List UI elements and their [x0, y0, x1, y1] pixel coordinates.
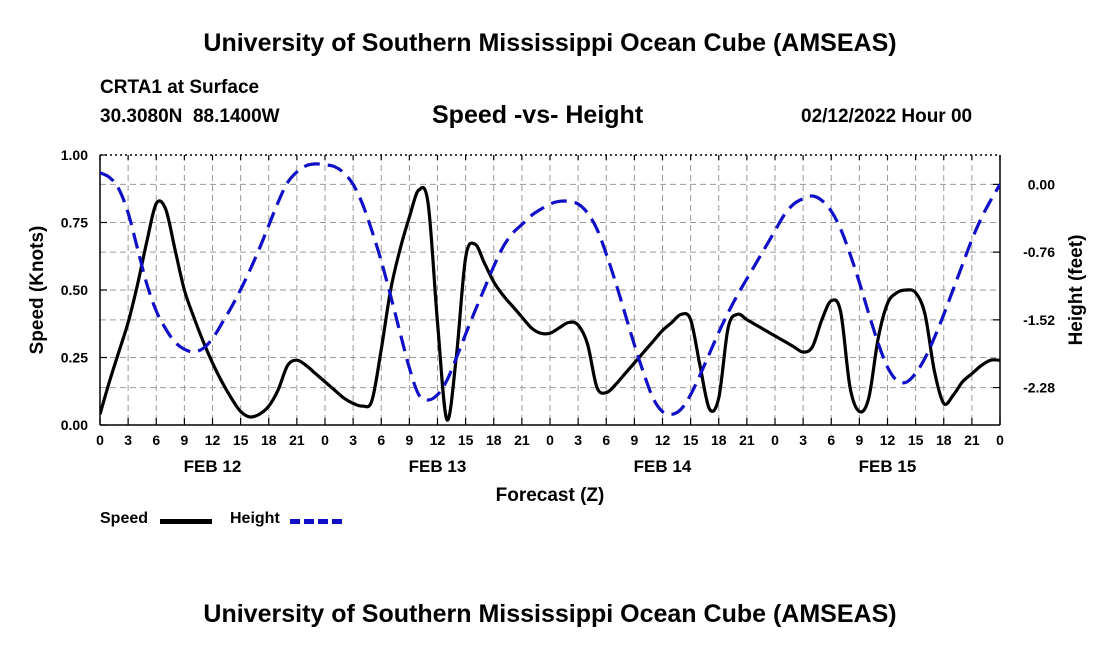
- x-tick-label: 15: [458, 432, 474, 448]
- x-tick-label: 12: [430, 432, 446, 448]
- y-tick-label: 0.50: [61, 282, 88, 298]
- x-tick-label: 12: [205, 432, 221, 448]
- x-tick-label: 6: [827, 432, 835, 448]
- y2-axis-title: Height (feet): [1066, 235, 1087, 346]
- height-series-line: [100, 162, 1000, 417]
- y-tick-label: 0.00: [61, 417, 88, 433]
- legend-height-swatch: [290, 519, 342, 524]
- station-label: CRTA1 at Surface: [100, 77, 260, 98]
- x-tick-label: 9: [405, 432, 413, 448]
- x-tick-label: 21: [289, 432, 305, 448]
- x-tick-label: 15: [233, 432, 249, 448]
- y2-tick-label: -1.52: [1023, 312, 1055, 328]
- x-tick-label: 0: [996, 432, 1004, 448]
- x-tick-label: 6: [152, 432, 160, 448]
- x-tick-label: 0: [771, 432, 779, 448]
- date-label: 02/12/2022 Hour 00: [801, 106, 973, 127]
- legend-speed-swatch: [160, 519, 212, 524]
- y-tick-label: 0.75: [61, 215, 88, 231]
- chart-title: Speed -vs- Height: [432, 101, 644, 129]
- x-tick-label: 3: [799, 432, 807, 448]
- day-label: FEB 13: [409, 457, 467, 476]
- x-tick-label: 21: [739, 432, 755, 448]
- legend-speed-label: Speed: [100, 510, 149, 527]
- x-tick-label: 6: [602, 432, 610, 448]
- x-axis-title: Forecast (Z): [496, 485, 605, 506]
- x-tick-label: 18: [711, 432, 727, 448]
- x-tick-label: 3: [574, 432, 582, 448]
- speed-series-line: [100, 185, 1000, 422]
- x-tick-label: 0: [321, 432, 329, 448]
- day-label: FEB 14: [634, 457, 692, 476]
- x-tick-label: 21: [964, 432, 980, 448]
- x-tick-label: 3: [124, 432, 132, 448]
- x-tick-label: 12: [880, 432, 896, 448]
- x-tick-label: 15: [683, 432, 699, 448]
- y2-tick-label: 0.00: [1028, 176, 1055, 192]
- x-tick-label: 18: [261, 432, 277, 448]
- x-tick-label: 0: [546, 432, 554, 448]
- y-tick-label: 0.25: [61, 350, 88, 366]
- y2-tick-label: -2.28: [1023, 380, 1055, 396]
- y-axis-title: Speed (Knots): [27, 226, 48, 355]
- speed-height-chart: 0 3 6 9 12 15 18 21 0 3 6 9 12 15 18 21 0 3 6 9 12 15 18 21 0 3 6 9…: [27, 147, 1087, 506]
- x-tick-label: 18: [486, 432, 502, 448]
- x-tick-label: 12: [655, 432, 671, 448]
- x-tick-label: 18: [936, 432, 952, 448]
- x-tick-label: 9: [855, 432, 863, 448]
- y2-tick-label: -0.76: [1023, 244, 1055, 260]
- x-tick-label: 0: [96, 432, 104, 448]
- day-label: FEB 15: [859, 457, 917, 476]
- x-tick-label: 3: [349, 432, 357, 448]
- page-title: University of Southern Mississippi Ocean…: [203, 29, 897, 57]
- x-tick-label: 21: [514, 432, 530, 448]
- x-tick-label: 9: [180, 432, 188, 448]
- x-tick-label: 9: [630, 432, 638, 448]
- x-tick-label: 6: [377, 432, 385, 448]
- legend-height-label: Height: [230, 510, 280, 527]
- y-tick-label: 1.00: [61, 147, 88, 163]
- coordinates-label: 30.3080N 88.1400W: [100, 106, 280, 127]
- footer-title: University of Southern Mississippi Ocean…: [203, 600, 897, 628]
- day-label: FEB 12: [184, 457, 242, 476]
- x-tick-label: 15: [908, 432, 924, 448]
